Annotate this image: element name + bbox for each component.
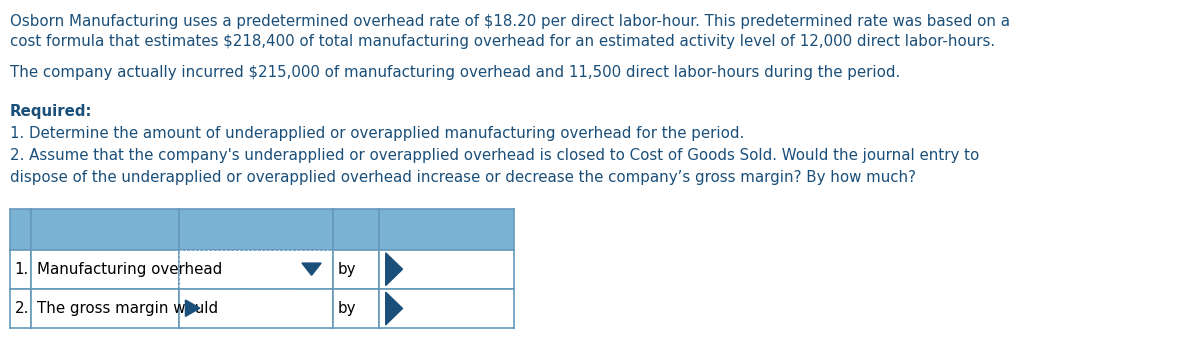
Text: by: by (338, 262, 356, 277)
Text: by: by (338, 301, 356, 316)
Text: 2.: 2. (14, 301, 29, 316)
Text: Manufacturing overhead: Manufacturing overhead (37, 262, 222, 277)
Text: 1.: 1. (14, 262, 29, 277)
Text: The company actually incurred $215,000 of manufacturing overhead and 11,500 dire: The company actually incurred $215,000 o… (10, 65, 900, 80)
Text: cost formula that estimates $218,400 of total manufacturing overhead for an esti: cost formula that estimates $218,400 of … (10, 34, 995, 49)
Text: The gross margin would: The gross margin would (37, 301, 218, 316)
Text: Osborn Manufacturing uses a predetermined overhead rate of $18.20 per direct lab: Osborn Manufacturing uses a predetermine… (10, 14, 1009, 29)
Text: dispose of the underapplied or overapplied overhead increase or decrease the com: dispose of the underapplied or overappli… (10, 170, 916, 185)
Text: Required:: Required: (10, 104, 92, 119)
Text: 1. Determine the amount of underapplied or overapplied manufacturing overhead fo: 1. Determine the amount of underapplied … (10, 126, 744, 141)
Text: 2. Assume that the company's underapplied or overapplied overhead is closed to C: 2. Assume that the company's underapplie… (10, 148, 979, 163)
